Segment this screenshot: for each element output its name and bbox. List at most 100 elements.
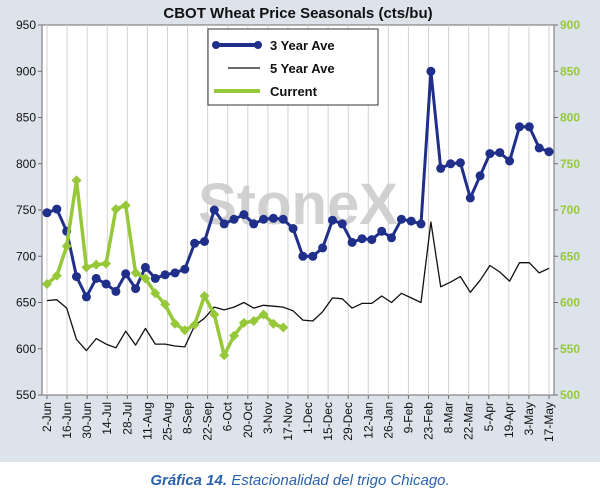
left-tick-label: 950 [16, 18, 36, 32]
point-current [61, 241, 72, 252]
x-tick-label: 5-Apr [482, 402, 496, 431]
x-tick-label: 23-Feb [422, 402, 436, 440]
series-line-5-year-ave [46, 221, 550, 352]
point-3-year-ave [81, 292, 91, 302]
right-tick-label: 850 [560, 64, 580, 78]
point-current [238, 317, 249, 328]
left-tick-label: 650 [16, 296, 36, 310]
point-current [51, 270, 62, 281]
point-3-year-ave [101, 279, 111, 289]
right-tick-label: 500 [560, 388, 580, 402]
legend-label-5-year-ave: 5 Year Ave [270, 61, 335, 76]
point-3-year-ave [229, 214, 239, 224]
left-axis: 550 600 650 700 750 800 850 900 950 [16, 18, 42, 402]
point-3-year-ave [121, 269, 131, 279]
point-3-year-ave [239, 210, 249, 220]
point-current [179, 325, 190, 336]
point-3-year-ave [426, 66, 436, 76]
point-3-year-ave [524, 122, 534, 132]
point-3-year-ave [131, 284, 141, 294]
point-current [110, 204, 121, 215]
right-tick-label: 600 [560, 296, 580, 310]
point-current [209, 309, 220, 320]
x-tick-label: 17-Nov [281, 402, 295, 441]
point-3-year-ave [200, 237, 209, 246]
right-axis: 500 550 600 650 700 750 800 850 900 [554, 18, 580, 402]
point-3-year-ave [396, 214, 406, 224]
x-tick-label: 12-Jan [361, 402, 375, 439]
point-current [248, 316, 259, 326]
point-3-year-ave [52, 204, 62, 214]
caption-text: Estacionalidad del trigo Chicago. [231, 472, 450, 489]
point-3-year-ave [347, 237, 357, 247]
series-layer [42, 66, 554, 361]
right-tick-label: 700 [560, 203, 580, 217]
point-3-year-ave [42, 208, 52, 218]
x-tick-label: 8-Sep [181, 402, 195, 434]
x-tick-label: 3-May [522, 402, 536, 435]
point-3-year-ave [140, 262, 150, 272]
point-3-year-ave [436, 163, 446, 173]
point-3-year-ave [170, 268, 180, 278]
point-current [101, 258, 112, 269]
point-3-year-ave [377, 226, 387, 236]
left-tick-label: 800 [16, 157, 36, 171]
x-tick-label: 26-Jan [381, 402, 395, 439]
right-tick-label: 750 [560, 157, 580, 171]
point-3-year-ave [416, 219, 426, 229]
point-3-year-ave [111, 286, 121, 296]
caption-label: Gráfica 14. [150, 472, 228, 489]
point-current [169, 318, 180, 329]
chart-title: CBOT Wheat Price Seasonals (cts/bu) [163, 5, 432, 22]
left-tick-label: 700 [16, 249, 36, 263]
left-tick-label: 600 [16, 342, 36, 356]
x-tick-label: 22-Mar [462, 402, 476, 440]
series-line-3-year-ave [46, 69, 550, 299]
point-current [268, 318, 279, 329]
point-3-year-ave [328, 215, 337, 225]
point-current [278, 322, 289, 333]
point-current [81, 262, 92, 273]
point-3-year-ave [249, 219, 259, 229]
point-3-year-ave [406, 216, 416, 226]
point-3-year-ave [455, 158, 465, 168]
point-current [140, 273, 151, 284]
x-tick-label: 19-Apr [502, 402, 516, 438]
left-tick-label: 550 [16, 388, 36, 402]
x-axis: 2-Jun 16-Jun 30-Jun 14-Jul 28-Jul 11-Aug 25-Au… [40, 395, 556, 442]
x-tick-label: 14-Jul [100, 402, 114, 435]
right-tick-label: 650 [560, 249, 580, 263]
x-tick-label: 1-Dec [301, 402, 315, 434]
figure-caption: Gráfica 14. Estacionalidad del trigo Chi… [0, 472, 600, 489]
point-current [219, 350, 230, 361]
point-3-year-ave [190, 238, 200, 248]
point-3-year-ave [367, 235, 377, 245]
point-current [130, 267, 141, 278]
x-tick-label: 17-May [542, 402, 556, 442]
x-tick-label: 2-Jun [40, 402, 54, 432]
legend: 3 Year Ave 5 Year Ave Current [207, 28, 379, 106]
x-tick-label: 30-Jun [80, 402, 94, 439]
legend-label-3-year-ave: 3 Year Ave [270, 38, 335, 53]
point-3-year-ave [544, 147, 554, 157]
x-tick-label: 29-Dec [341, 402, 355, 441]
point-3-year-ave [465, 193, 475, 203]
point-current [120, 200, 131, 211]
point-3-year-ave [150, 273, 160, 283]
point-3-year-ave [495, 148, 505, 158]
point-3-year-ave [298, 251, 308, 261]
point-current [91, 259, 102, 270]
point-3-year-ave [485, 149, 495, 159]
legend-marker-3-year-ave-end [254, 41, 262, 49]
point-3-year-ave [505, 156, 515, 166]
x-tick-label: 20-Oct [241, 401, 255, 438]
point-current [160, 299, 171, 310]
x-tick-label: 6-Oct [221, 401, 235, 431]
x-tick-label: 11-Aug [140, 402, 154, 440]
point-3-year-ave [259, 214, 268, 224]
legend-label-current: Current [270, 84, 318, 99]
point-3-year-ave [72, 272, 81, 282]
point-3-year-ave [209, 205, 219, 215]
x-tick-label: 28-Jul [120, 402, 134, 435]
x-tick-label: 3-Nov [261, 402, 275, 434]
